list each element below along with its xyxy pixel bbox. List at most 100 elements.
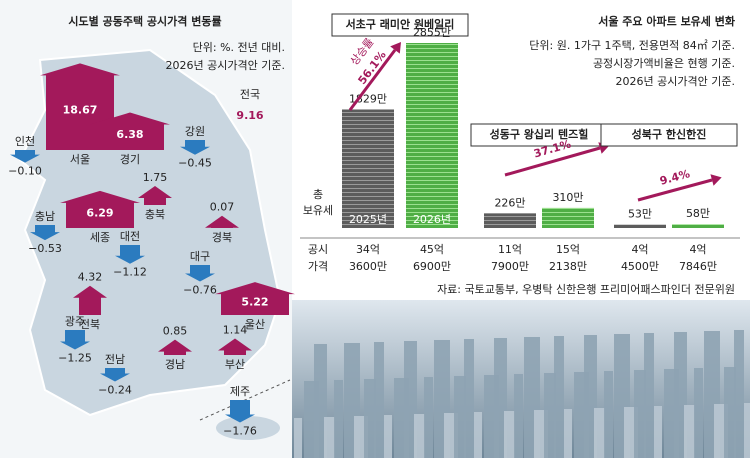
region-name: 충북 — [145, 208, 165, 221]
building — [584, 335, 597, 458]
tax-label: 2855만 — [413, 26, 451, 39]
price-label: 15억 — [556, 243, 580, 256]
building — [424, 377, 433, 458]
national-value: 9.16 — [236, 109, 263, 122]
building — [314, 344, 327, 458]
price-label: 6900만 — [413, 260, 451, 273]
up-arrow — [60, 190, 140, 228]
tax-label: 226만 — [494, 196, 525, 209]
row-label: 보유세 — [303, 204, 333, 217]
price-label: 3600만 — [349, 260, 387, 273]
region-value: −1.25 — [58, 352, 92, 365]
tax-note: 단위: 원. 1가구 1주택, 전용면적 84㎡ 기준. — [529, 39, 735, 52]
region-name: 울산 — [245, 318, 265, 331]
tax-note: 공정시장가액비율은 현행 기준. — [593, 57, 735, 70]
increase-arrow — [504, 146, 601, 177]
down-arrow — [60, 330, 90, 350]
source: 자료: 국토교통부, 우병탁 신한은행 프리미어패스파인더 전문위원 — [437, 283, 735, 296]
map-title: 시도별 공동주택 공시가격 변동률 — [68, 14, 221, 28]
building — [564, 409, 572, 458]
region-value: −0.53 — [28, 242, 62, 255]
building — [544, 373, 556, 458]
down-arrow — [180, 140, 210, 155]
tax-title: 서울 주요 아파트 보유세 변화 — [598, 14, 735, 28]
arrow-head — [710, 174, 722, 186]
map-note: 2026년 공시가격안 기준. — [166, 59, 285, 72]
region-name: 세종 — [90, 231, 110, 244]
building — [334, 380, 343, 458]
up-arrow — [158, 339, 192, 355]
region-name: 충남 — [35, 210, 55, 223]
building — [724, 367, 736, 458]
region-value: 18.67 — [63, 104, 98, 117]
building — [414, 414, 425, 458]
tax-note: 2026년 공시가격안 기준. — [616, 75, 735, 88]
down-arrow — [30, 225, 60, 241]
tax-label: 1829만 — [349, 92, 387, 105]
price-label: 4억 — [631, 243, 648, 256]
region-value: 5.22 — [241, 296, 268, 309]
national-label: 전국 — [240, 88, 260, 101]
region-value: 1.14 — [223, 323, 248, 336]
price-label: 4억 — [689, 243, 706, 256]
up-arrow — [90, 112, 170, 150]
building — [404, 341, 417, 458]
up-arrow — [138, 186, 172, 205]
region-name: 경북 — [212, 231, 232, 244]
region-name: 대구 — [190, 250, 210, 263]
down-arrow — [10, 150, 40, 163]
tax-label: 58만 — [686, 207, 710, 220]
region-value: −0.24 — [98, 383, 132, 396]
apartment-box — [600, 123, 738, 147]
region-value: −1.12 — [113, 266, 147, 279]
region-name: 부산 — [225, 358, 245, 371]
building — [654, 406, 662, 458]
region-value: −0.10 — [8, 165, 42, 178]
building — [604, 371, 613, 458]
row-label: 총 — [313, 188, 323, 201]
apartment-name: 성동구 왕십리 텐즈힐 — [490, 127, 589, 141]
building — [744, 403, 750, 458]
tax-label: 53만 — [628, 208, 652, 221]
building — [594, 408, 605, 458]
down-arrow — [225, 400, 255, 423]
down-arrow — [100, 368, 130, 382]
building — [454, 376, 466, 458]
price-label: 2138만 — [549, 260, 587, 273]
region-value: −0.76 — [183, 284, 217, 297]
price-label: 11억 — [498, 243, 522, 256]
arrow-head — [390, 41, 401, 54]
region-name: 대전 — [120, 230, 140, 243]
building — [644, 333, 654, 458]
building — [734, 330, 744, 458]
up-arrow — [73, 285, 107, 315]
region-value: −1.76 — [223, 425, 257, 438]
building — [634, 370, 646, 458]
year-label: 2026년 — [413, 213, 451, 226]
building — [514, 374, 523, 458]
building — [684, 405, 695, 458]
increase-arrow — [348, 49, 397, 111]
building — [504, 411, 515, 458]
tax-stack — [614, 224, 666, 228]
region-name: 광주 — [65, 315, 85, 328]
building — [694, 368, 703, 458]
price-label: 7846만 — [679, 260, 717, 273]
tax-label: 310만 — [552, 191, 583, 204]
down-arrow — [185, 265, 215, 282]
region-name: 인천 — [15, 134, 35, 148]
region-value: 6.29 — [86, 206, 113, 219]
price-label: 45억 — [420, 243, 444, 256]
increase-arrow — [637, 178, 713, 202]
region-name: 강원 — [185, 125, 205, 138]
row-label: 공시 — [308, 243, 328, 256]
up-arrow — [205, 215, 239, 228]
row-label: 가격 — [308, 260, 328, 273]
building — [384, 415, 392, 458]
region-name: 경남 — [165, 358, 185, 371]
region-name: 경기 — [120, 153, 140, 166]
year-label: 2025년 — [349, 213, 387, 226]
up-arrow — [215, 282, 295, 315]
down-arrow — [115, 245, 145, 264]
building — [464, 339, 474, 458]
